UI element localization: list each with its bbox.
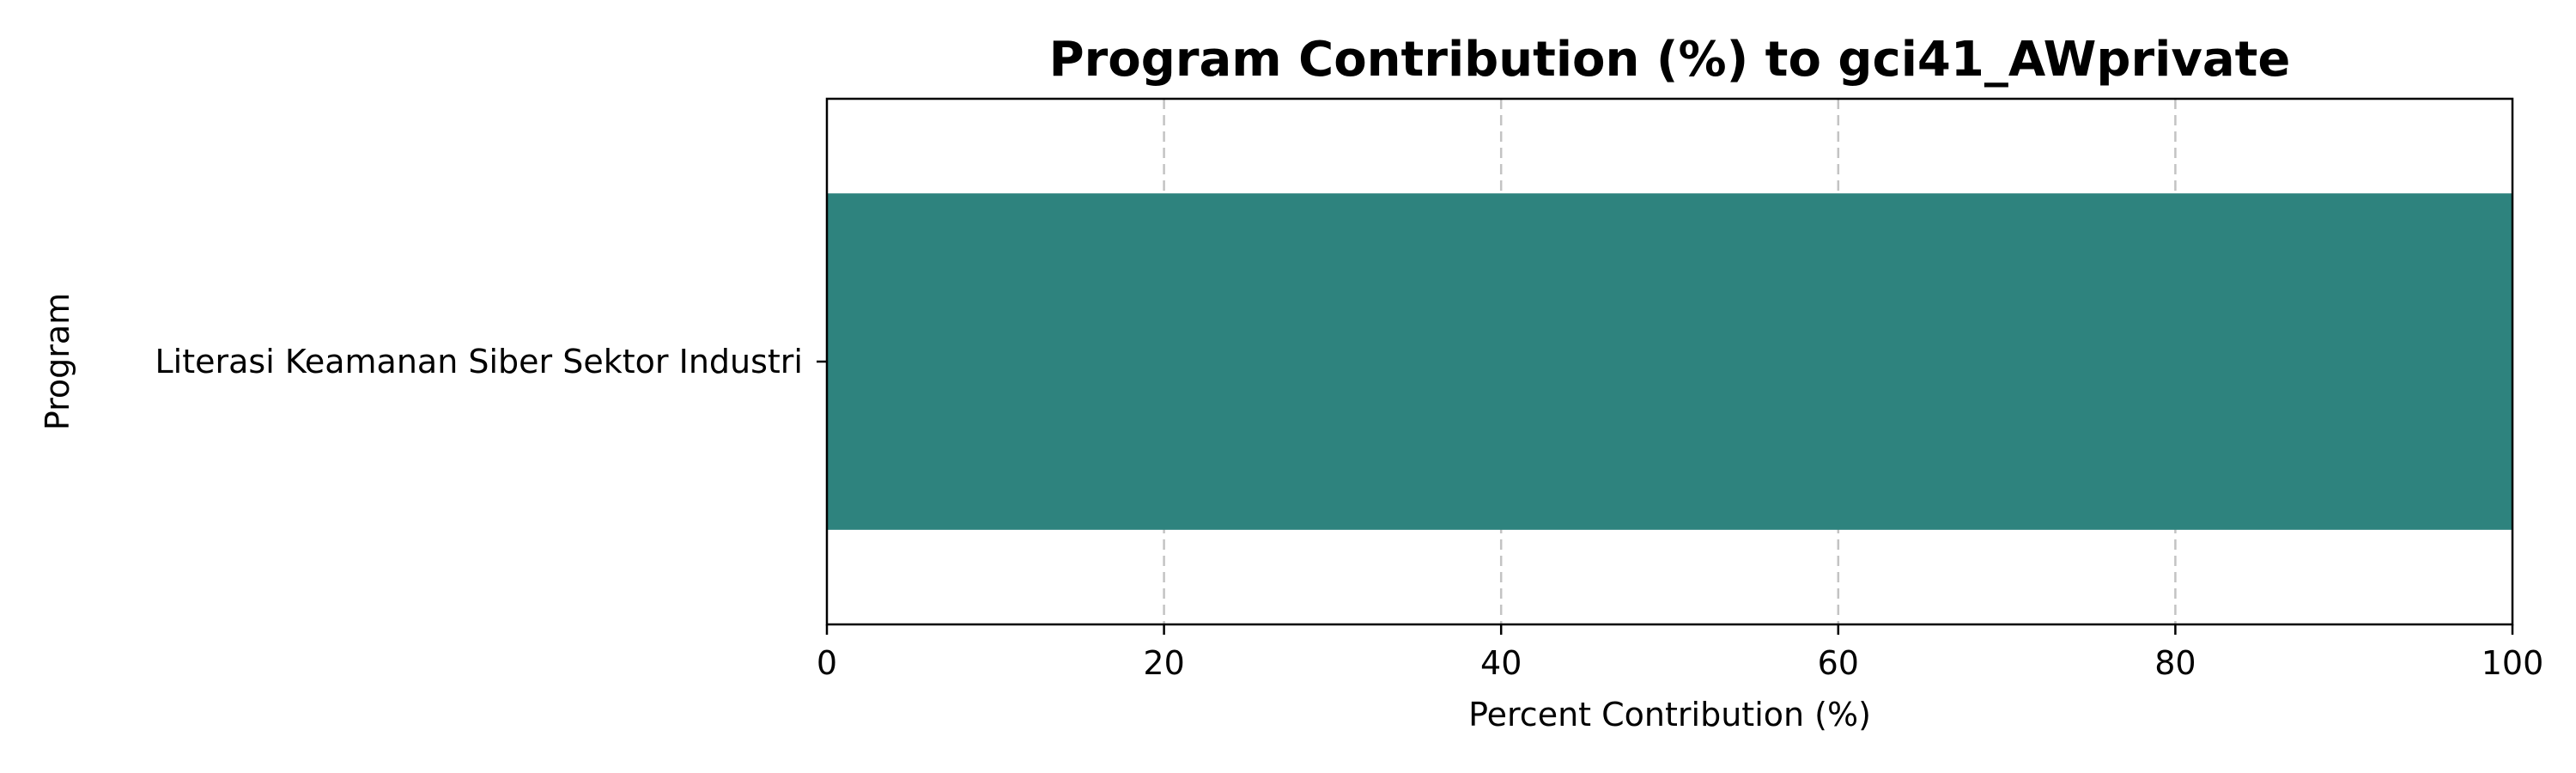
- x-tick-label: 60: [1818, 644, 1859, 682]
- x-tick-label: 100: [2482, 644, 2544, 682]
- x-tick-label: 40: [1480, 644, 1522, 682]
- bar: [827, 193, 2512, 530]
- bar-layer: [827, 193, 2512, 530]
- x-tick-label: 20: [1143, 644, 1184, 682]
- y-axis-ticks: Literasi Keamanan Siber Sektor Industri: [155, 343, 827, 380]
- x-tick-label: 0: [817, 644, 837, 682]
- x-axis-label: Percent Contribution (%): [1468, 696, 1871, 733]
- y-tick-label: Literasi Keamanan Siber Sektor Industri: [155, 343, 804, 380]
- x-tick-label: 80: [2154, 644, 2196, 682]
- x-axis-ticks: 0 20 40 60 80 100: [817, 624, 2543, 682]
- chart-title: Program Contribution (%) to gci41_AWpriv…: [1049, 32, 2291, 88]
- y-axis-label: Program: [39, 293, 76, 430]
